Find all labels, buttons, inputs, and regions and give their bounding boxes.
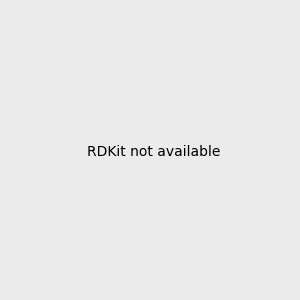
Text: RDKit not available: RDKit not available xyxy=(87,145,220,158)
